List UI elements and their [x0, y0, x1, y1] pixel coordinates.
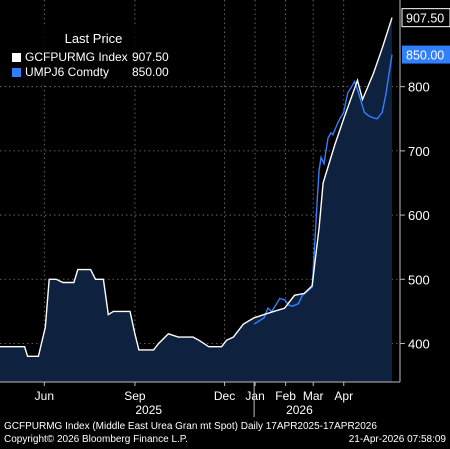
x-tick-label: Dec: [214, 389, 235, 403]
x-axis-ticks: Jun Sep Dec Jan Feb Mar Apr 2025 2026: [35, 382, 353, 417]
y-tick-label: 600: [408, 208, 430, 223]
y-tick-label: 700: [408, 144, 430, 159]
legend-title: Last Price: [64, 31, 123, 46]
x-tick-label: Sep: [124, 389, 146, 403]
x-tick-label: Jan: [245, 389, 264, 403]
y-tick-label: 800: [408, 80, 430, 95]
last-value-box-blue: [402, 45, 450, 64]
series-line-umpj6: [253, 54, 393, 325]
footer-copyright: Copyright© 2026 Bloomberg Finance L.P.: [4, 434, 188, 445]
footer-timestamp: 21-Apr-2026 07:58:09: [348, 434, 446, 445]
legend-item-umpj6: UMPJ6 Comdty 850.00: [12, 65, 169, 79]
legend-swatch-blue: [12, 68, 21, 77]
y-axis-ticks: 400 500 600 700 800: [400, 80, 430, 351]
legend-item-gcfpurmg: GCFPURMG Index 907.50: [12, 50, 169, 64]
x-tick-label: Apr: [334, 389, 353, 403]
legend-item-value: 850.00: [132, 65, 169, 79]
x-tick-label: Feb: [275, 389, 296, 403]
x-year-label: 2025: [135, 403, 162, 417]
legend-item-name: GCFPURMG Index: [25, 50, 128, 64]
last-value-label-white: 907.50: [406, 12, 444, 26]
last-value-box-white: [401, 8, 450, 28]
legend-item-name: UMPJ6 Comdty: [25, 65, 110, 79]
legend-item-value: 907.50: [132, 50, 169, 64]
legend-swatch-white: [12, 53, 21, 62]
legend: Last Price GCFPURMG Index 907.50 UMPJ6 Co…: [6, 25, 181, 83]
x-year-label: 2026: [286, 403, 313, 417]
area-fill: [0, 17, 392, 382]
y-tick-label: 500: [408, 272, 430, 287]
footer-description: GCFPURMG Index (Middle East Urea Gran mt…: [4, 421, 377, 432]
last-value-labels: 907.50 850.00: [401, 8, 450, 64]
x-tick-label: Jun: [35, 389, 54, 403]
series-line-gcfpurmg: [0, 17, 393, 357]
last-value-label-blue: 850.00: [406, 49, 444, 63]
x-tick-label: Mar: [303, 389, 324, 403]
y-tick-label: 400: [408, 336, 430, 351]
